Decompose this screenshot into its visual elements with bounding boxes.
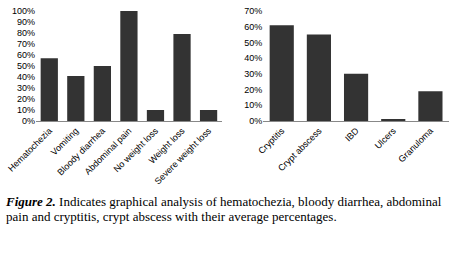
svg-text:0%: 0% bbox=[249, 116, 262, 126]
html-text:Figure 2. Indicates graphical: Figure 2. Indicates graphical analysis o… bbox=[6, 194, 442, 224]
svg-text:30%: 30% bbox=[244, 69, 262, 79]
svg-text:90%: 90% bbox=[17, 17, 35, 27]
svg-text:30%: 30% bbox=[17, 83, 35, 93]
svg-text:100%: 100% bbox=[12, 6, 35, 16]
svg-text:50%: 50% bbox=[17, 61, 35, 71]
svg-text:10%: 10% bbox=[17, 105, 35, 115]
svg-text:Severe weight loss: Severe weight loss bbox=[153, 125, 214, 186]
svg-text:60%: 60% bbox=[244, 22, 262, 32]
svg-text:70%: 70% bbox=[244, 6, 262, 16]
svg-text:80%: 80% bbox=[17, 28, 35, 38]
svg-text:Crypt abscess: Crypt abscess bbox=[276, 125, 324, 173]
svg-text:Vomiting: Vomiting bbox=[49, 126, 80, 157]
svg-text:70%: 70% bbox=[17, 39, 35, 49]
svg-text:Ulcers: Ulcers bbox=[373, 125, 398, 150]
svg-text:Granuloma: Granuloma bbox=[396, 126, 435, 165]
svg-text:20%: 20% bbox=[17, 94, 35, 104]
svg-text:Cryptitis: Cryptitis bbox=[256, 125, 286, 155]
svg-text:20%: 20% bbox=[244, 85, 262, 95]
svg-text:Bloody diarrhea: Bloody diarrhea bbox=[55, 126, 107, 178]
svg-text:Hematochezia: Hematochezia bbox=[6, 126, 54, 174]
svg-text:Abdominal pain: Abdominal pain bbox=[83, 126, 134, 177]
svg-text:0%: 0% bbox=[22, 116, 35, 126]
svg-text:60%: 60% bbox=[17, 50, 35, 60]
svg-text:50%: 50% bbox=[244, 38, 262, 48]
svg-text:40%: 40% bbox=[244, 53, 262, 63]
svg-text:IBD: IBD bbox=[343, 125, 361, 143]
svg-text:No weight loss: No weight loss bbox=[112, 125, 161, 174]
svg-text:Weight loss: Weight loss bbox=[147, 125, 187, 165]
svg-text:10%: 10% bbox=[244, 100, 262, 110]
svg-text:40%: 40% bbox=[17, 72, 35, 82]
